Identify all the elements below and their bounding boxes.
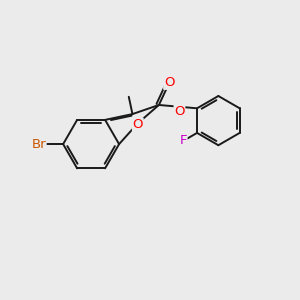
Text: O: O bbox=[164, 76, 174, 89]
Text: O: O bbox=[174, 105, 185, 118]
Text: O: O bbox=[133, 118, 143, 131]
Text: F: F bbox=[179, 134, 187, 147]
Text: Br: Br bbox=[32, 138, 46, 151]
